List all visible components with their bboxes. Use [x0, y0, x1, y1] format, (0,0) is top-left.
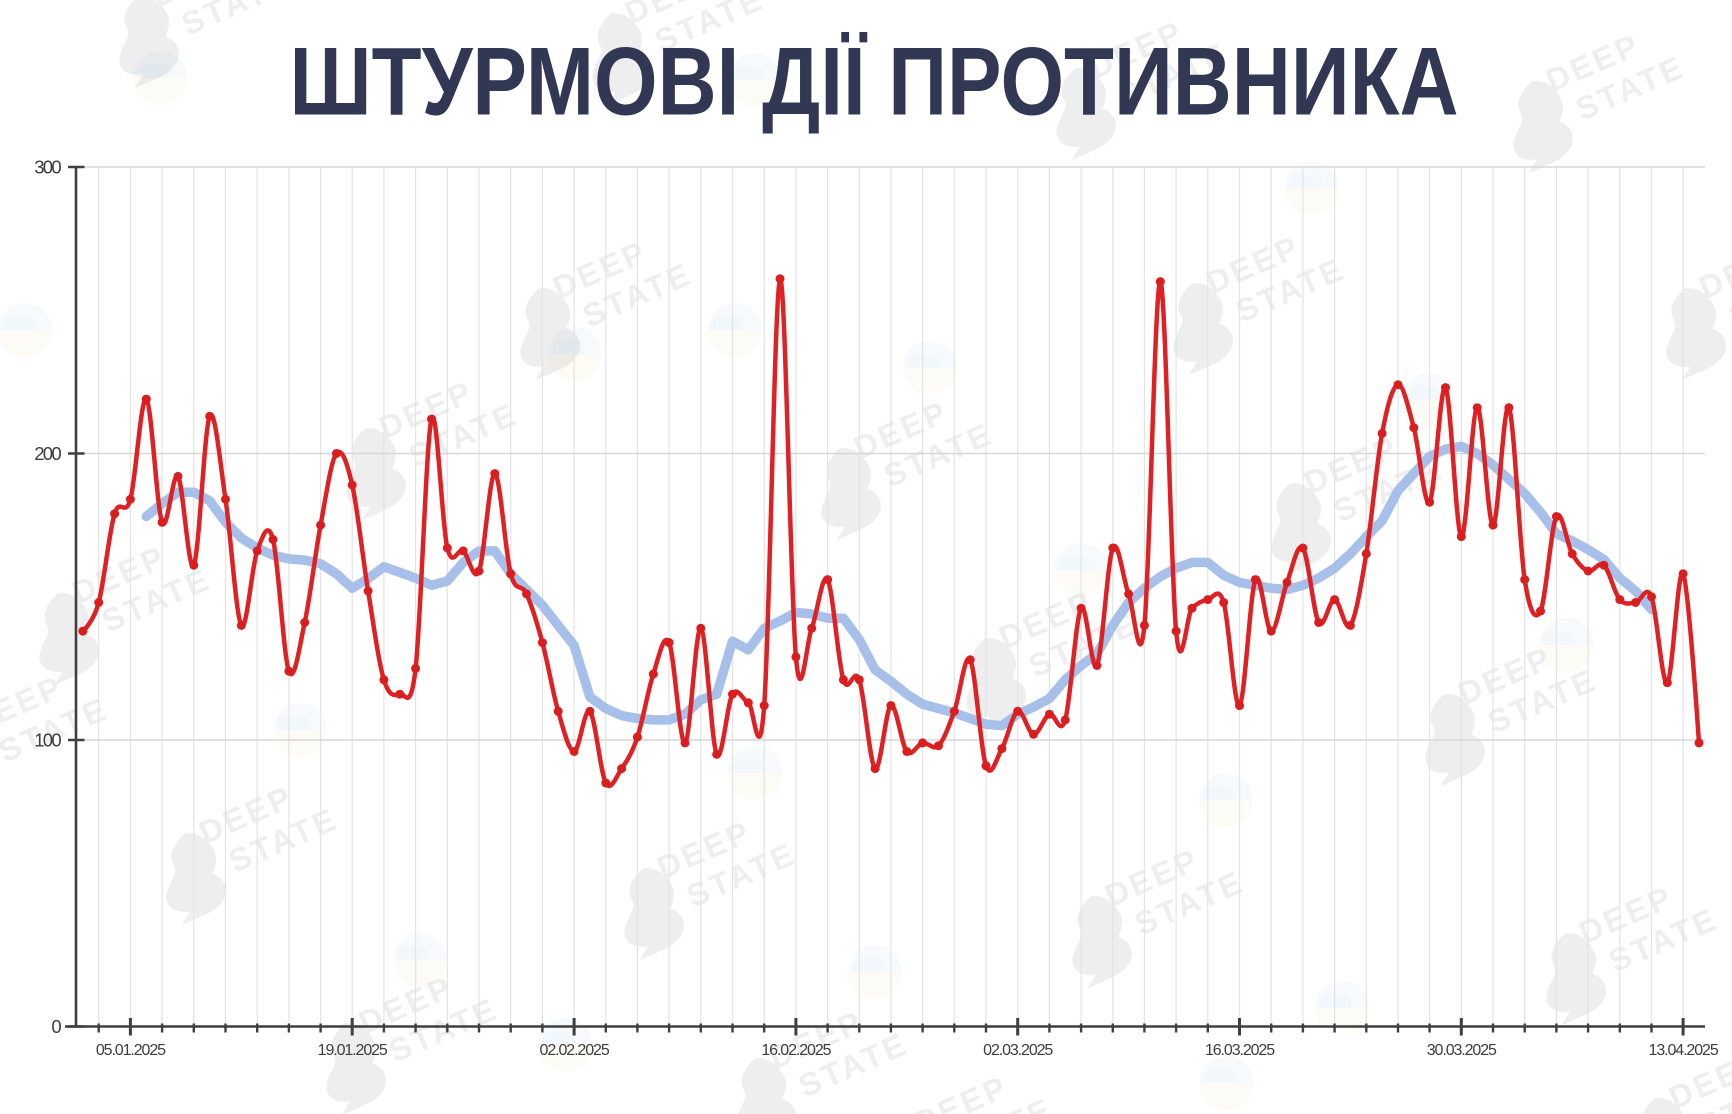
- svg-text:100: 100: [34, 730, 61, 751]
- svg-text:200: 200: [34, 443, 61, 464]
- svg-text:30.03.2025: 30.03.2025: [1427, 1042, 1497, 1059]
- svg-text:0: 0: [51, 1016, 61, 1037]
- svg-text:02.03.2025: 02.03.2025: [983, 1042, 1053, 1059]
- svg-text:13.04.2025: 13.04.2025: [1649, 1042, 1719, 1059]
- svg-text:300: 300: [34, 157, 61, 178]
- svg-text:19.01.2025: 19.01.2025: [318, 1042, 388, 1059]
- svg-text:05.01.2025: 05.01.2025: [96, 1042, 166, 1059]
- svg-text:16.02.2025: 16.02.2025: [761, 1042, 831, 1059]
- svg-text:ШТУРМОВІ ДІЇ ПРОТИВНИКА: ШТУРМОВІ ДІЇ ПРОТИВНИКА: [289, 28, 1458, 136]
- svg-text:02.02.2025: 02.02.2025: [540, 1042, 610, 1059]
- svg-text:16.03.2025: 16.03.2025: [1205, 1042, 1275, 1059]
